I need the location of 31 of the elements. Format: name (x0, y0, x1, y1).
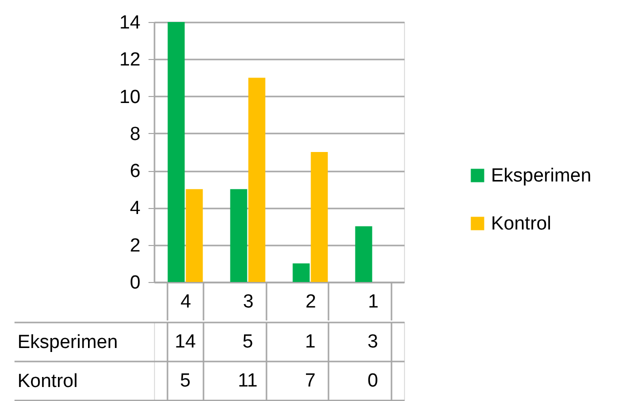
data-label: 3 (367, 332, 378, 352)
bar (355, 226, 372, 282)
bar (292, 263, 310, 282)
bar (248, 78, 266, 282)
y-tick-label: 12 (119, 50, 140, 71)
y-tick-label: 14 (119, 12, 141, 34)
y-tick-label: 4 (130, 198, 141, 220)
bar (168, 22, 185, 282)
legend-label: Kontrol (491, 214, 552, 234)
x-tick-label: 1 (368, 292, 379, 312)
x-tick-label: 4 (180, 292, 192, 312)
y-tick-label: 8 (130, 124, 140, 145)
text: Kontrol (18, 371, 78, 392)
data-label: 0 (367, 370, 378, 392)
y-tick-label: 10 (119, 86, 140, 108)
data-label: 5 (180, 370, 191, 392)
bar (230, 189, 248, 282)
y-tick-label: 6 (130, 161, 140, 182)
bar (186, 189, 203, 282)
bar (310, 152, 328, 282)
data-label: 7 (304, 370, 316, 392)
y-tick-label: 2 (130, 235, 140, 256)
data-label: 1 (304, 332, 316, 352)
x-tick-label: 2 (305, 292, 316, 312)
data-label: 11 (238, 370, 258, 392)
x-tick-label: 3 (242, 292, 254, 312)
legend-label: Eksperimen (491, 166, 592, 186)
data-label: 5 (242, 332, 254, 352)
text: Eksperimen (18, 332, 118, 353)
data-label: 14 (174, 332, 196, 352)
y-tick-label: 0 (130, 272, 140, 294)
